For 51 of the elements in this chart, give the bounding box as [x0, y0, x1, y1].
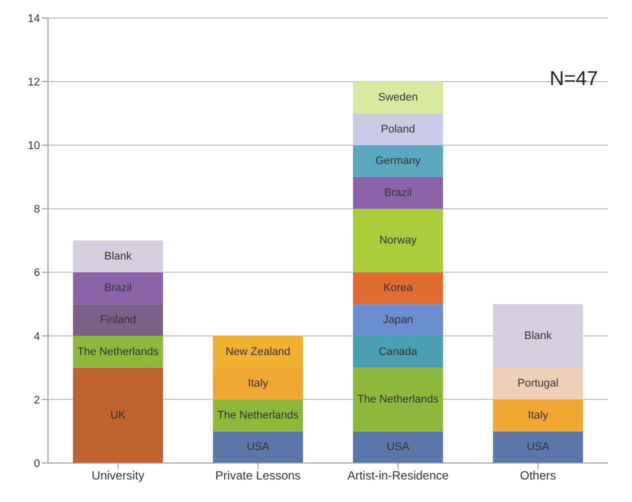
y-tick-label: 10: [28, 140, 40, 152]
bar: [353, 336, 443, 368]
data-label: USA: [386, 441, 410, 454]
data-label: Italy: [528, 409, 549, 422]
data-label: Blank: [524, 330, 552, 342]
data-label: Brazil: [104, 282, 132, 294]
x-tick-label: Artist-in-Residence: [347, 468, 450, 483]
y-tick-label: 0: [34, 458, 40, 470]
data-label: Italy: [248, 378, 269, 390]
bar: [353, 304, 443, 336]
y-tick-label: 2: [34, 394, 40, 406]
x-tick-label: Others: [520, 468, 556, 483]
y-tick-label: 12: [28, 76, 40, 88]
bar: [353, 145, 443, 177]
bar: [353, 431, 443, 463]
x-tick-label: University: [92, 468, 144, 483]
y-tick-label: 6: [34, 267, 40, 280]
y-tick-label: 4: [34, 330, 40, 343]
data-label: Germany: [375, 155, 422, 168]
bar: [73, 304, 163, 336]
data-label: Finland: [100, 314, 136, 326]
data-label: UK: [110, 409, 126, 422]
data-label: Sweden: [378, 91, 418, 104]
data-label: Brazil: [384, 186, 412, 199]
data-label: The Netherlands: [77, 346, 160, 358]
data-label: The Netherlands: [357, 393, 440, 406]
bar: [353, 368, 443, 432]
bar: [213, 431, 303, 463]
data-label: Blank: [104, 250, 132, 262]
bar: [73, 368, 163, 463]
data-label: Korea: [383, 282, 414, 294]
data-label: USA: [246, 441, 270, 454]
data-label: Norway: [379, 234, 418, 246]
bar: [353, 82, 443, 114]
data-label: Poland: [380, 123, 416, 136]
bar: [493, 368, 583, 400]
bar: [353, 208, 443, 272]
bar: [353, 272, 443, 304]
bar: [353, 176, 443, 209]
bar: [493, 431, 583, 463]
data-label: The Netherlands: [217, 409, 300, 422]
data-label: Portugal: [518, 378, 558, 390]
data-label: Japan: [383, 314, 413, 326]
y-tick-label: 14: [28, 12, 40, 25]
bar: [353, 113, 443, 146]
data-label: USA: [526, 441, 550, 454]
data-label: Canada: [378, 346, 418, 358]
annotation: N=47: [550, 68, 598, 91]
data-label: New Zealand: [226, 346, 290, 358]
x-tick-label: Private Lessons: [215, 468, 301, 483]
y-tick-label: 8: [34, 204, 40, 216]
